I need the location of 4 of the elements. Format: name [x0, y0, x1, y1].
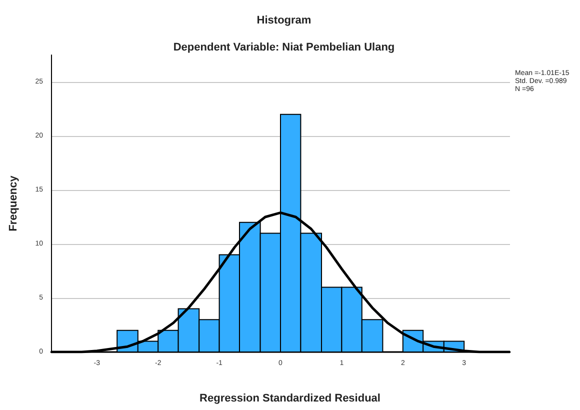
y-axis-title: Frequency: [8, 174, 20, 232]
chart-title: Histogram: [256, 14, 312, 26]
chart-subtitle: Dependent Variable: Niat Pembelian Ulang: [173, 42, 395, 54]
x-axis-title: Regression Standardized Residual: [200, 392, 380, 404]
